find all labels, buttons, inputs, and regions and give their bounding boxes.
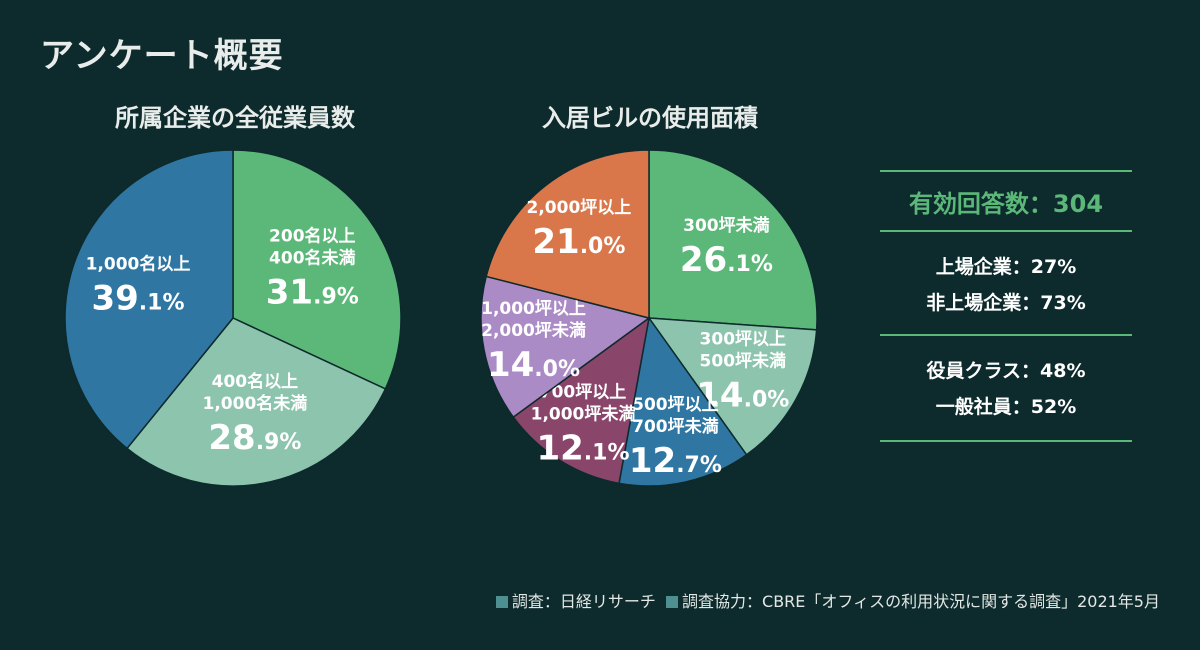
pie2-slice-5-label-2: 2,000坪未満 (481, 320, 586, 341)
summary-rule-top (880, 170, 1132, 172)
summary-title: 有効回答数：304 (908, 190, 1104, 218)
summary-rule-bottom (880, 440, 1132, 442)
footnote-cooperation: 調査協力：CBRE「オフィスの利用状況に関する調査」2021年5月 (682, 592, 1160, 611)
pie2-slice-1-value: 26.1% (680, 240, 773, 280)
summary-unlisted: 非上場企業：73% (926, 292, 1086, 314)
pie2-slice-3 (618, 316, 748, 487)
pie1-slice-3-label-1: 1,000名以上 (86, 253, 191, 274)
pie2-slice-6-value: 21.0% (532, 222, 625, 262)
summary-executive: 役員クラス：48% (926, 360, 1086, 382)
pie2-slice-3-label-1: 500坪以上 (632, 395, 719, 415)
pie2-slice-6 (485, 149, 650, 319)
pie2-slice-3-value: 12.7% (629, 441, 722, 481)
pie2-slice-2-label-1: 300坪以上 (700, 330, 787, 350)
chart-title-floor-area: 入居ビルの使用面積 (542, 104, 758, 132)
pie2-slice-2 (647, 317, 818, 456)
footnote-survey: 調査：日経リサーチ (511, 592, 656, 611)
footnote: 調査：日経リサーチ 調査協力：CBRE「オフィスの利用状況に関する調査」2021… (495, 588, 1160, 612)
pie1-slice-3 (64, 149, 234, 450)
pie2-slice-4-label-1: 700坪以上 (540, 382, 627, 402)
pie2-slice-5-value: 14.0% (487, 345, 580, 385)
pie2-slice-6-label-1: 2,000坪以上 (527, 198, 632, 218)
pie1-slice-1-value: 31.9% (266, 272, 359, 312)
pie1-slice-1-label-2: 400名未満 (269, 247, 356, 268)
square-bullet-icon (495, 596, 508, 608)
pie2-slice-1 (648, 149, 818, 331)
pie2-slice-2-label-2: 500坪未満 (700, 351, 787, 372)
pie1-slice-2 (125, 317, 387, 487)
pie1-slice-1 (232, 149, 402, 390)
pie2-slice-5-label-1: 1,000坪以上 (481, 299, 586, 319)
pie2-slice-5 (480, 275, 651, 419)
square-bullet-icon (666, 596, 679, 608)
pie2-slice-3-label-2: 700坪未満 (632, 416, 719, 437)
summary-employee: 一般社員：52% (935, 396, 1077, 418)
pie2-slice-4-label-2: 1,000坪未満 (531, 403, 636, 424)
summary-rule-1 (880, 230, 1132, 232)
pie1-slice-2-label-1: 400名以上 (212, 371, 299, 392)
pie1-slice-2-label-2: 1,000名未満 (203, 393, 308, 414)
pie2-slice-4 (512, 316, 651, 485)
pie2-slice-4-value: 12.1% (536, 428, 629, 468)
pie1-slice-1-label-1: 200名以上 (269, 225, 356, 246)
summary-listed: 上場企業：27% (935, 256, 1077, 278)
summary-panel: 有効回答数：304 上場企業：27% 非上場企業：73% 役員クラス：48% 一… (880, 170, 1132, 442)
pie2-slice-1-label-1: 300坪未満 (683, 215, 770, 236)
pie1-slice-2-value: 28.9% (208, 418, 301, 458)
chart-title-employees: 所属企業の全従業員数 (115, 104, 355, 132)
page-title: アンケート概要 (40, 36, 284, 76)
pie1-slice-3-value: 39.1% (91, 278, 184, 318)
summary-rule-2 (880, 334, 1132, 336)
